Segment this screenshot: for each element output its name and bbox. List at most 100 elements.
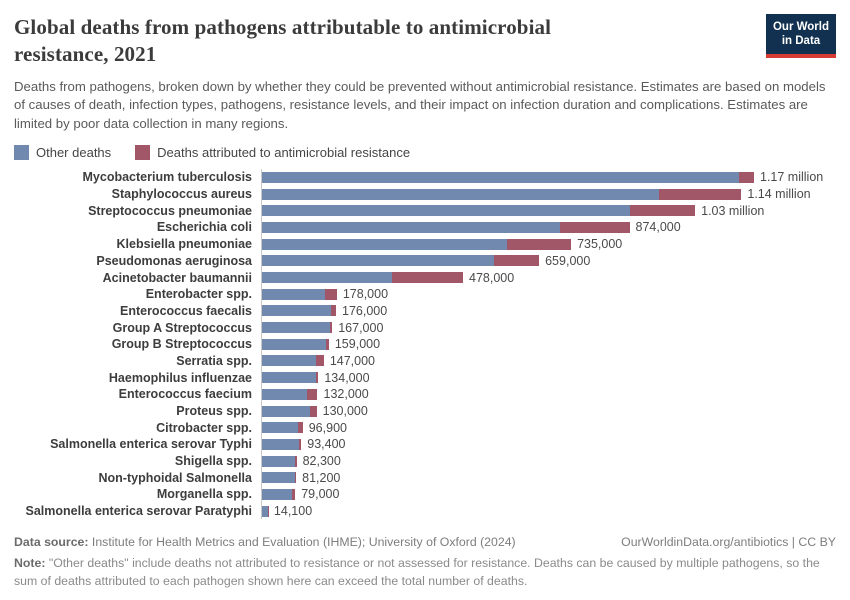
- total-value-label: 93,400: [307, 437, 346, 452]
- other-deaths-segment[interactable]: [262, 372, 316, 384]
- total-value-label: 134,000: [324, 370, 370, 385]
- chart-title-line1: Global deaths from pathogens attributabl…: [14, 15, 552, 39]
- other-deaths-segment[interactable]: [262, 338, 326, 350]
- legend-item-other-deaths[interactable]: Other deaths: [14, 145, 111, 161]
- amr-deaths-segment[interactable]: [330, 305, 336, 317]
- amr-deaths-segment[interactable]: [330, 322, 333, 334]
- other-deaths-segment[interactable]: [262, 405, 310, 417]
- other-deaths-segment[interactable]: [262, 322, 331, 334]
- bar-track: 659,000: [261, 252, 836, 270]
- amr-deaths-segment[interactable]: [315, 355, 324, 367]
- amr-deaths-segment[interactable]: [315, 372, 319, 384]
- amr-deaths-segment[interactable]: [325, 338, 329, 350]
- other-deaths-segment[interactable]: [262, 171, 740, 183]
- stacked-bar[interactable]: [262, 171, 754, 183]
- bar-row: Non-typhoidal Salmonella 81,200: [14, 469, 836, 487]
- amr-deaths-segment[interactable]: [659, 188, 742, 200]
- stacked-bar[interactable]: [262, 438, 302, 450]
- stacked-bar[interactable]: [262, 188, 742, 200]
- pathogen-label: Escherichia coli: [156, 220, 252, 235]
- bar-track: 132,000: [261, 385, 836, 403]
- stacked-bar[interactable]: [262, 221, 630, 233]
- pathogen-label: Shigella spp.: [174, 454, 252, 469]
- other-deaths-swatch-icon: [14, 145, 29, 161]
- other-deaths-segment[interactable]: [262, 238, 508, 250]
- amr-deaths-segment[interactable]: [291, 488, 296, 500]
- legend-item-amr-deaths[interactable]: Deaths attributed to antimicrobial resis…: [135, 145, 410, 161]
- total-value-label: 79,000: [301, 487, 340, 502]
- other-deaths-segment[interactable]: [262, 388, 308, 400]
- stacked-bar[interactable]: [262, 488, 296, 500]
- total-value-label: 1.14 million: [747, 187, 811, 202]
- other-deaths-segment[interactable]: [262, 188, 660, 200]
- pathogen-label: Mycobacterium tuberculosis: [82, 170, 253, 185]
- stacked-bar[interactable]: [262, 322, 333, 334]
- stacked-bar[interactable]: [262, 472, 297, 484]
- amr-deaths-segment[interactable]: [298, 438, 302, 450]
- pathogen-label: Pseudomonas aeruginosa: [96, 253, 252, 268]
- other-deaths-segment[interactable]: [262, 455, 296, 467]
- other-deaths-segment[interactable]: [262, 255, 495, 267]
- bar-row: Group A Streptococcus 167,000: [14, 319, 836, 336]
- stacked-bar[interactable]: [262, 455, 297, 467]
- total-value-label: 874,000: [635, 220, 681, 235]
- stacked-bar[interactable]: [262, 288, 337, 300]
- stacked-bar[interactable]: [262, 305, 336, 317]
- amr-deaths-segment[interactable]: [507, 238, 572, 250]
- total-value-label: 147,000: [329, 353, 375, 368]
- amr-deaths-segment[interactable]: [392, 272, 463, 284]
- total-value-label: 659,000: [545, 253, 591, 268]
- other-deaths-segment[interactable]: [262, 505, 268, 517]
- total-value-label: 167,000: [338, 320, 384, 335]
- pathogen-label: Group B Streptococcus: [111, 337, 252, 352]
- stacked-bar[interactable]: [262, 255, 540, 267]
- stacked-bar[interactable]: [262, 338, 329, 350]
- bar-track: 1.03 million: [261, 202, 836, 220]
- other-deaths-segment[interactable]: [262, 355, 316, 367]
- amr-deaths-segment[interactable]: [295, 472, 297, 484]
- other-deaths-segment[interactable]: [262, 288, 326, 300]
- amr-deaths-segment[interactable]: [298, 422, 303, 434]
- owid-logo[interactable]: Our World in Data: [766, 14, 836, 58]
- bar-track: 176,000: [261, 302, 836, 320]
- pathogen-label: Enterococcus faecium: [118, 387, 252, 402]
- license-link[interactable]: OurWorldinData.org/antibiotics | CC BY: [621, 535, 836, 550]
- stacked-bar[interactable]: [262, 238, 572, 250]
- pathogen-label: Haemophilus influenzae: [108, 370, 252, 385]
- other-deaths-segment[interactable]: [262, 422, 299, 434]
- amr-deaths-segment[interactable]: [325, 288, 337, 300]
- bar-row: Pseudomonas aeruginosa 659,000: [14, 252, 836, 270]
- other-deaths-segment[interactable]: [262, 205, 630, 217]
- other-deaths-segment[interactable]: [262, 305, 331, 317]
- bar-track: 159,000: [261, 335, 836, 353]
- other-deaths-segment[interactable]: [262, 221, 560, 233]
- other-deaths-segment[interactable]: [262, 488, 292, 500]
- pathogen-label: Salmonella enterica serovar Paratyphi: [25, 504, 253, 519]
- bar-track: 735,000: [261, 235, 836, 253]
- other-deaths-segment[interactable]: [262, 438, 299, 450]
- amr-deaths-segment[interactable]: [494, 255, 540, 267]
- amr-deaths-segment[interactable]: [309, 405, 317, 417]
- pathogen-label: Proteus spp.: [176, 404, 252, 419]
- stacked-bar[interactable]: [262, 422, 303, 434]
- other-deaths-segment[interactable]: [262, 472, 296, 484]
- amr-deaths-segment[interactable]: [739, 171, 754, 183]
- amr-deaths-segment[interactable]: [559, 221, 630, 233]
- amr-deaths-segment[interactable]: [307, 388, 318, 400]
- other-deaths-segment[interactable]: [262, 272, 393, 284]
- stacked-bar[interactable]: [262, 205, 696, 217]
- footnote-label: Note:: [14, 556, 46, 571]
- stacked-bar[interactable]: [262, 355, 324, 367]
- total-value-label: 176,000: [342, 303, 388, 318]
- bar-row: Shigella spp. 82,300: [14, 452, 836, 470]
- pathogen-label: Streptococcus pneumoniae: [88, 203, 252, 218]
- stacked-bar[interactable]: [262, 372, 319, 384]
- stacked-bar[interactable]: [262, 505, 268, 517]
- stacked-bar[interactable]: [262, 272, 463, 284]
- amr-deaths-segment[interactable]: [295, 455, 297, 467]
- stacked-bar[interactable]: [262, 388, 318, 400]
- total-value-label: 478,000: [469, 270, 515, 285]
- amr-deaths-segment[interactable]: [629, 205, 696, 217]
- stacked-bar[interactable]: [262, 405, 317, 417]
